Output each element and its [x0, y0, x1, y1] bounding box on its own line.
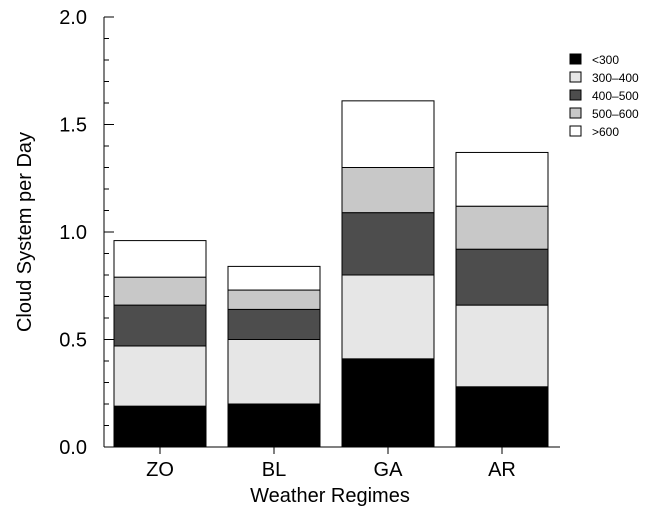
bar-segment-zo-5 [113, 240, 207, 278]
legend-label: >600 [592, 125, 619, 139]
bar-segment-ar-2 [455, 304, 549, 388]
x-axis-title: Weather Regimes [250, 485, 410, 507]
legend-swatch [569, 71, 582, 83]
y-axis-title: Cloud System per Day [14, 132, 36, 332]
legend-label: <300 [592, 53, 619, 67]
y-tick-label: 0.0 [59, 437, 87, 459]
legend-label: 500–600 [592, 107, 639, 121]
bar-segment-zo-2 [113, 345, 207, 407]
x-tick-label-bl: BL [262, 459, 286, 481]
legend-swatch [569, 53, 582, 65]
y-tick-label: 1.5 [59, 115, 87, 137]
legend-swatch [569, 107, 582, 119]
bar-segment-ar-3 [455, 248, 549, 306]
legend-swatch [569, 125, 582, 137]
bar-segment-ar-1 [455, 386, 549, 448]
y-axis: 0.0 0.5 1.0 1.5 2.0 [59, 7, 114, 459]
bar-segment-ga-4 [341, 167, 435, 214]
bar-segment-bl-1 [227, 403, 321, 448]
legend-swatch [569, 89, 582, 101]
x-tick-label-zo: ZO [146, 459, 174, 481]
x-axis: ZO BL GA AR [104, 446, 560, 481]
legend: <300 300–400 400–500 500–600 >600 [569, 53, 639, 139]
y-tick-label: 0.5 [59, 330, 87, 352]
legend-label: 300–400 [592, 71, 639, 85]
bar-segment-bl-2 [227, 339, 321, 405]
bar-segment-ga-2 [341, 274, 435, 360]
bar-segment-bl-5 [227, 265, 321, 291]
bar-segment-zo-4 [113, 276, 207, 306]
y-tick-label: 1.0 [59, 222, 87, 244]
bar-segment-zo-1 [113, 405, 207, 448]
bar-segment-ga-5 [341, 100, 435, 168]
bar-segment-ga-3 [341, 212, 435, 276]
bar-segment-ar-4 [455, 205, 549, 250]
bar-segment-bl-3 [227, 308, 321, 340]
bar-segment-ga-1 [341, 358, 435, 448]
bar-segment-zo-3 [113, 304, 207, 347]
x-tick-label-ga: GA [374, 459, 404, 481]
bar-segment-bl-4 [227, 289, 321, 310]
bar-segment-ar-5 [455, 151, 549, 207]
x-tick-label-ar: AR [488, 459, 516, 481]
y-tick-label: 2.0 [59, 7, 87, 29]
legend-label: 400–500 [592, 89, 639, 103]
plot-area [113, 100, 549, 448]
